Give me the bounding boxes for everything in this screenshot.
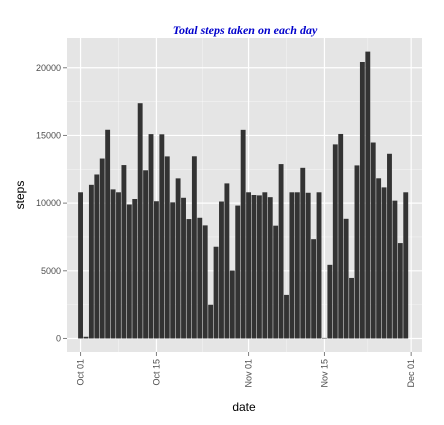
bar <box>349 277 354 339</box>
bar <box>273 225 279 339</box>
bar <box>191 156 197 339</box>
x-tick-label: Nov 01 <box>244 359 254 388</box>
bar <box>186 219 192 339</box>
bar <box>126 204 132 339</box>
x-tick-label: Oct 01 <box>76 359 86 386</box>
bar <box>311 239 317 339</box>
bar <box>143 170 149 339</box>
bar <box>83 336 89 339</box>
bar <box>343 218 349 339</box>
bar <box>365 51 371 339</box>
bar <box>170 202 176 339</box>
bar <box>224 183 230 339</box>
x-tick-label: Nov 15 <box>319 359 329 388</box>
bar <box>197 217 203 339</box>
y-tick-label: 10000 <box>36 198 61 208</box>
bar <box>322 337 327 339</box>
bar <box>338 133 344 339</box>
y-tick-label: 0 <box>56 333 61 343</box>
bar <box>121 165 127 339</box>
bar <box>110 189 116 339</box>
bar <box>284 294 289 339</box>
bar <box>387 153 392 339</box>
bar <box>359 61 365 339</box>
bar <box>175 178 181 339</box>
bar <box>246 192 252 339</box>
bar <box>99 158 105 339</box>
bar <box>381 187 387 339</box>
bar <box>316 192 322 339</box>
y-axis: 0 5000 10000 15000 20000 <box>36 63 67 343</box>
x-axis: Oct 01 Oct 15 Nov 01 Nov 15 Dec 01 <box>76 352 416 388</box>
bar <box>327 264 333 339</box>
bar <box>213 246 219 339</box>
bar <box>78 192 83 339</box>
y-tick-label: 20000 <box>36 63 61 73</box>
bar <box>370 142 376 339</box>
bars <box>78 51 409 339</box>
bar <box>300 167 306 339</box>
bar <box>132 199 138 339</box>
bar <box>153 201 159 339</box>
bar <box>305 192 311 339</box>
bar <box>105 129 111 339</box>
bar <box>251 195 257 339</box>
y-tick-label: 5000 <box>41 266 61 276</box>
bar <box>94 174 100 339</box>
bar <box>403 192 409 339</box>
y-axis-title: steps <box>13 181 27 210</box>
bar <box>88 184 94 339</box>
bar <box>148 134 154 339</box>
bar <box>219 201 224 339</box>
bar <box>278 164 284 339</box>
x-tick-label: Dec 01 <box>406 359 416 388</box>
bar <box>256 195 262 339</box>
bar <box>159 134 165 339</box>
bar <box>376 178 382 339</box>
bar <box>235 205 241 339</box>
bar <box>262 192 268 339</box>
bar <box>294 192 300 339</box>
bar <box>164 156 170 339</box>
bar <box>229 270 235 339</box>
chart-title: Total steps taken on each day <box>173 23 318 37</box>
bar <box>354 165 360 339</box>
bar <box>208 304 214 339</box>
x-tick-label: Oct 15 <box>151 359 161 386</box>
bar <box>289 192 295 339</box>
bar <box>392 200 398 339</box>
bar <box>332 144 338 339</box>
x-axis-title: date <box>232 400 256 414</box>
y-tick-label: 15000 <box>36 130 61 140</box>
bar <box>397 243 403 339</box>
bar <box>137 103 143 339</box>
bar <box>240 129 246 339</box>
bar <box>267 197 273 339</box>
bar <box>181 197 186 339</box>
bar <box>202 225 208 339</box>
bar <box>116 192 121 339</box>
